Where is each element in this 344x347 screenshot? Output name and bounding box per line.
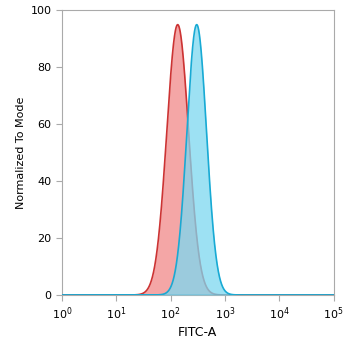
X-axis label: FITC-A: FITC-A — [178, 326, 217, 339]
Y-axis label: Normalized To Mode: Normalized To Mode — [16, 96, 26, 209]
